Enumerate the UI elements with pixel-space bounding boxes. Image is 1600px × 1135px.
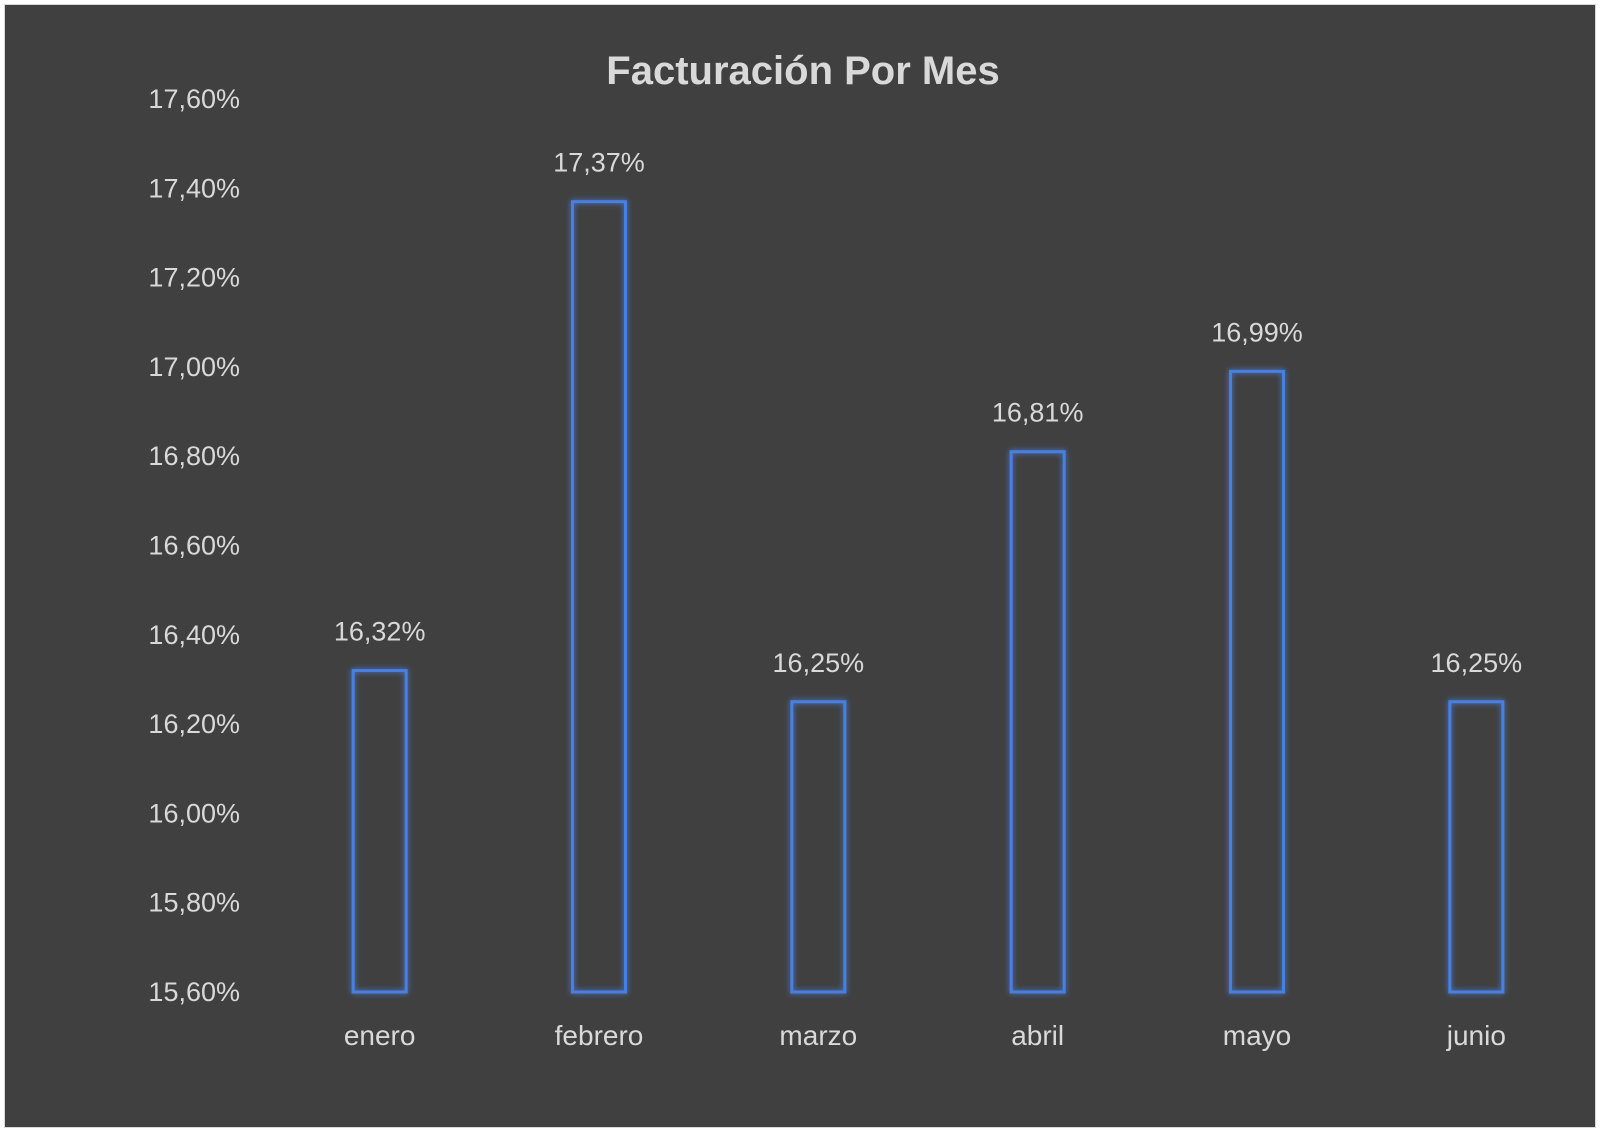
y-tick-label: 17,60% xyxy=(148,84,240,114)
y-tick-label: 17,00% xyxy=(148,352,240,382)
data-label-junio: 16,25% xyxy=(1431,648,1523,678)
data-label-febrero: 17,37% xyxy=(553,148,645,178)
bar-abril xyxy=(1009,450,1066,994)
y-axis: 15,60% 15,80% 16,00% 16,20% 16,40% 16,60% 16,8… xyxy=(148,84,240,1007)
x-tick-label-enero: enero xyxy=(344,1020,416,1051)
data-labels: 16,32% 17,37% 16,25% 16,81% 16,99% 16,25% xyxy=(334,148,1522,678)
y-tick-label: 16,80% xyxy=(148,441,240,471)
x-tick-label-junio: junio xyxy=(1446,1020,1506,1051)
x-axis: enero febrero marzo abril mayo junio xyxy=(344,1020,1506,1051)
data-label-mayo: 16,99% xyxy=(1211,317,1303,347)
y-tick-label: 17,20% xyxy=(148,263,240,293)
y-tick-label: 17,40% xyxy=(148,173,240,203)
y-tick-label: 16,00% xyxy=(148,798,240,828)
y-tick-label: 15,80% xyxy=(148,888,240,918)
bar-enero xyxy=(351,669,408,994)
data-label-abril: 16,81% xyxy=(992,398,1084,428)
y-tick-label: 16,40% xyxy=(148,620,240,650)
chart-area xyxy=(4,4,1596,1128)
x-tick-label-marzo: marzo xyxy=(779,1020,857,1051)
data-label-enero: 16,32% xyxy=(334,617,426,647)
x-tick-label-febrero: febrero xyxy=(555,1020,644,1051)
bar-mayo xyxy=(1229,369,1285,994)
bars xyxy=(351,200,1505,994)
bar-junio xyxy=(1448,700,1505,994)
chart-title: Facturación Por Mes xyxy=(606,49,999,93)
bar-febrero xyxy=(571,200,627,994)
bar-marzo xyxy=(790,700,847,994)
data-label-marzo: 16,25% xyxy=(773,648,865,678)
x-tick-label-abril: abril xyxy=(1011,1020,1064,1051)
y-tick-label: 15,60% xyxy=(148,977,240,1007)
y-tick-label: 16,20% xyxy=(148,709,240,739)
y-tick-label: 16,60% xyxy=(148,531,240,561)
x-tick-label-mayo: mayo xyxy=(1223,1020,1291,1051)
